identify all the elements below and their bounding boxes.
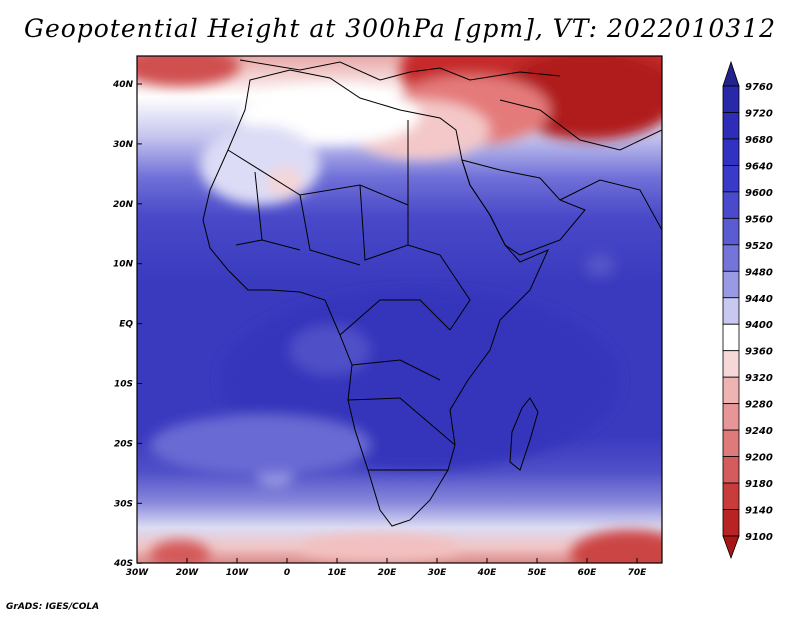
colorbar-label: 9600 [745,188,773,199]
colorbar-swatch [722,165,740,193]
colorbar-label: 9100 [745,532,773,543]
lat-tick-label: 10S [114,380,133,390]
lat-tick-label: 30S [114,499,133,509]
colorbar-label: 9140 [745,506,773,517]
colorbar-swatch [722,112,740,140]
map-frame [136,55,663,564]
lon-tick-label: 60E [578,568,598,578]
colorbar-swatch [722,429,740,457]
lon-tick-label: 40E [477,568,498,578]
lat-tick-label: 30N [113,140,134,150]
lon-tick-label: 50E [528,568,548,578]
colorbar-swatch [722,323,740,352]
colorbar-label: 9440 [745,294,773,305]
colorbar-label: 9400 [745,320,773,331]
colorbar-swatch [722,138,740,166]
colorbar-top-arrow [722,60,740,87]
grads-credit: GrADS: IGES/COLA [6,602,100,612]
colorbar-label: 9320 [745,373,773,384]
lon-tick-label: 70E [628,568,648,578]
colorbar-label: 9240 [745,426,773,437]
lon-tick-label: 20W [176,568,200,578]
colorbar-swatch [722,270,740,299]
lat-tick-label: 10N [113,260,134,270]
lat-tick-label: EQ [119,320,133,330]
colorbar-swatch [722,297,740,325]
colorbar-swatch [722,191,740,219]
colorbar-bottom-arrow [722,535,740,560]
latitude-axis: 40N 30N 20N 10N EQ 10S 20S 30S 40S [112,80,142,569]
colorbar-label: 9720 [745,108,773,119]
longitude-axis: 30W 20W 10W 0 10E 20E 30E 40E 50E 60E 70E [126,558,647,578]
height-field [137,56,662,563]
lat-tick-label: 40N [112,80,134,90]
colorbar-swatch [722,376,740,405]
colorbar-label: 9520 [745,241,773,252]
lat-tick-label: 20S [114,439,133,449]
colorbar-label: 9480 [745,267,773,278]
colorbar-swatch [722,482,740,510]
lat-tick-label: 40S [113,559,133,569]
colorbar-swatch [722,403,740,431]
colorbar-swatch [722,244,740,272]
colorbar: 9760 9720 9680 9640 9600 9560 9520 9480 9440 9400… [722,60,773,560]
colorbar-swatch [722,509,740,537]
colorbar-label: 9200 [745,453,773,464]
colorbar-swatch [722,456,740,484]
colorbar-label: 9680 [745,135,773,146]
colorbar-label: 9180 [745,479,773,490]
colorbar-label: 9360 [745,347,773,358]
lat-tick-label: 20N [113,200,134,210]
lon-tick-label: 0 [284,568,290,578]
colorbar-label: 9280 [745,400,773,411]
colorbar-label: 9760 [745,82,773,93]
lon-tick-label: 20E [378,568,398,578]
colorbar-label: 9560 [745,214,773,225]
colorbar-swatch [722,85,740,113]
lon-tick-label: 30E [428,568,448,578]
chart-title: Geopotential Height at 300hPa [gpm], VT:… [23,14,777,43]
colorbar-swatch [722,350,740,378]
colorbar-label: 9640 [745,161,773,172]
colorbar-swatch [722,217,740,246]
lon-tick-label: 10E [328,568,348,578]
lon-tick-label: 10W [226,568,250,578]
lon-tick-label: 30W [126,568,150,578]
